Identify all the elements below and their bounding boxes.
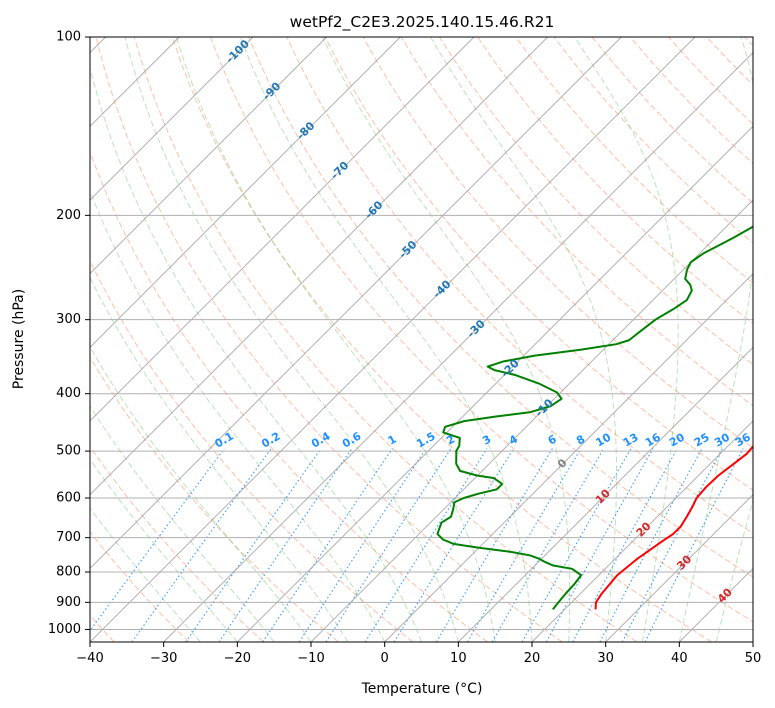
gridlines	[90, 37, 753, 642]
moist-adiabat	[175, 37, 496, 642]
dry-adiabat	[171, 37, 712, 642]
dry-adiabat	[90, 356, 339, 642]
x-tick-label: −40	[76, 651, 103, 666]
x-tick-label: 50	[745, 651, 762, 666]
x-tick-label: 40	[671, 651, 688, 666]
mixing-ratio-line	[364, 448, 488, 642]
mixing-ratio-line	[262, 448, 393, 642]
y-tick-label: 600	[56, 491, 81, 506]
mixing-ratio-line	[218, 448, 353, 642]
mixing-ratio-line	[572, 448, 678, 642]
dry-adiabat	[400, 37, 753, 407]
moist-adiabat	[124, 37, 459, 642]
x-tick-label: 30	[597, 651, 614, 666]
mixing-ratio-line	[185, 448, 322, 642]
isotherm-line	[90, 37, 327, 275]
dry-adiabat	[90, 445, 264, 642]
moist-adiabat	[322, 37, 571, 642]
mixing-ratio-line	[90, 448, 225, 632]
isotherm-line	[90, 37, 254, 201]
moist-adiabat	[678, 37, 753, 642]
isotherm-line	[605, 494, 753, 642]
y-tick-label: 200	[56, 208, 81, 223]
x-tick-label: −30	[150, 651, 177, 666]
y-tick-label: 700	[56, 530, 81, 545]
moist-adiabat	[90, 276, 349, 642]
dry-adiabat	[210, 37, 753, 623]
dry-adiabat	[133, 37, 638, 642]
y-axis: 100 200 300 400 500 600 700 800 900 1000	[48, 30, 90, 637]
moist-adiabat	[90, 345, 312, 642]
chart-title: wetPf2_C2E3.2025.140.15.46.R21	[290, 13, 555, 32]
y-tick-label: 100	[56, 30, 81, 45]
isotherm-line	[163, 52, 753, 642]
moist-adiabat	[574, 37, 679, 642]
moist-adiabat	[90, 66, 422, 642]
y-tick-label: 300	[56, 312, 81, 327]
dry-adiabat	[90, 531, 190, 642]
mixing-ratio-line	[599, 448, 703, 642]
isotherm-line	[90, 37, 548, 496]
x-axis: −40 −30 −20 −10 0 10 20 30 40 50	[76, 642, 761, 666]
isotherm-line	[384, 273, 753, 642]
moist-adiabat	[430, 37, 618, 642]
dry-adiabat	[439, 37, 753, 366]
moist-adiabat	[90, 458, 238, 642]
series-group	[436, 225, 753, 611]
x-axis-title: Temperature (°C)	[361, 681, 483, 697]
mixing-ratio-line	[393, 448, 515, 642]
isotherm-line	[90, 37, 475, 422]
moist-adiabat	[90, 507, 201, 642]
y-axis-title: Pressure (hPa)	[11, 289, 27, 389]
isotherm-line	[90, 37, 696, 642]
isotherm-line	[237, 125, 753, 642]
mixing-ratio-line	[467, 448, 582, 642]
dry-adiabat	[90, 150, 488, 642]
mixing-ratio-line	[621, 448, 723, 642]
y-tick-label: 1000	[48, 622, 81, 637]
dewpoint-profile-line	[436, 225, 753, 611]
x-tick-label: −10	[297, 651, 324, 666]
moist-adiabat	[90, 189, 386, 642]
y-tick-label: 400	[56, 386, 81, 401]
y-tick-label: 800	[56, 565, 81, 580]
x-tick-label: −20	[224, 651, 251, 666]
isotherm-line	[90, 37, 401, 348]
x-tick-label: 20	[524, 651, 541, 666]
mixing-ratio-line	[491, 448, 605, 642]
plot-frame	[89, 36, 754, 643]
isotherm-line	[310, 199, 753, 642]
temperature-profile-line	[594, 444, 753, 610]
dry-adiabat	[248, 37, 753, 578]
y-tick-label: 500	[56, 444, 81, 459]
isotherm-line	[458, 346, 753, 642]
moist-adiabat	[90, 405, 275, 642]
x-tick-label: 0	[381, 651, 389, 666]
mixing-ratio-line	[131, 448, 272, 642]
isotherm-line	[531, 420, 753, 642]
mixing-ratio-line	[325, 448, 452, 642]
moist-adiabat	[239, 37, 533, 642]
isotherm-line	[90, 37, 622, 569]
y-tick-label: 900	[56, 595, 81, 610]
mixing-ratio-line	[298, 448, 427, 642]
x-tick-label: 10	[450, 651, 467, 666]
dry-adiabat	[95, 37, 563, 642]
dry-adiabat	[515, 37, 753, 284]
